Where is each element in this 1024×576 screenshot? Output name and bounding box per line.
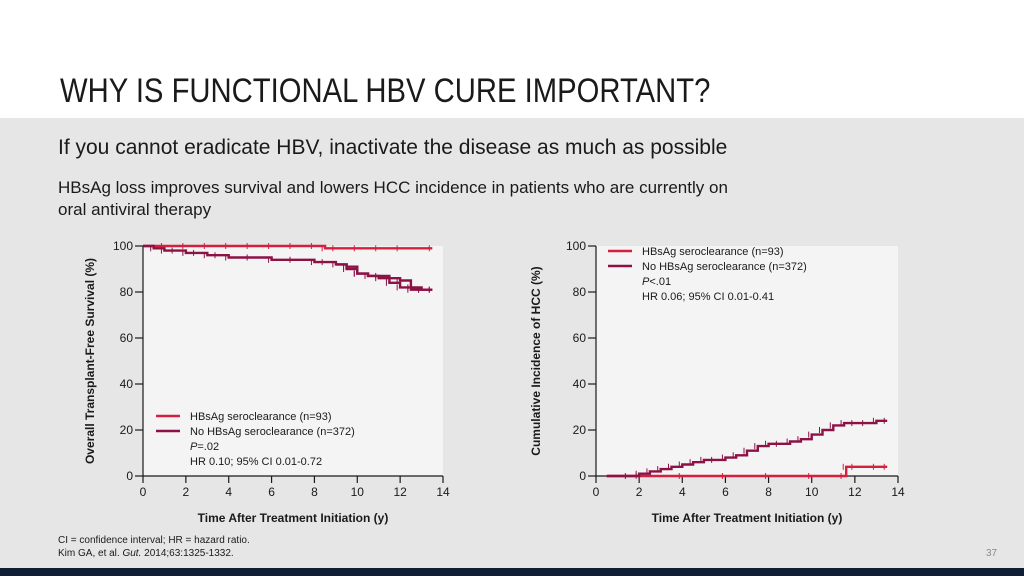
footnote-abbreviations: CI = confidence interval; HR = hazard ra… [58,535,250,546]
chart1-x-tick-label: 4 [225,485,232,499]
chart1-legend-hazard-ratio: HR 0.10; 95% CI 0.01-0.72 [190,456,322,468]
citation-details: 2014;63:1325-1332. [141,548,234,559]
chart2-legend-p-value: P<.01 [642,276,671,288]
chart1-x-tick-label: 8 [311,485,318,499]
chart1-y-axis-title: Overall Transplant-Free Survival (%) [83,258,97,464]
chart1-p-number: =.02 [197,441,219,453]
page-title: WHY IS FUNCTIONAL HBV CURE IMPORTANT? [60,72,711,110]
chart2-x-tick-label: 8 [765,485,772,499]
chart2-y-tick-label: 20 [573,423,587,437]
chart2-x-tick-label: 14 [891,485,905,499]
chart1-series-line-1 [143,244,433,250]
chart2-x-tick-label: 10 [805,485,819,499]
chart2-x-tick-label: 0 [593,485,600,499]
page-number: 37 [986,548,998,559]
chart2-y-tick-label: 60 [573,331,587,345]
chart2-y-tick-label: 40 [573,377,587,391]
chart1-x-tick-label: 6 [268,485,275,499]
chart2-x-tick-label: 6 [722,485,729,499]
footer-bar [0,568,1024,576]
slide-subtitle: If you cannot eradicate HBV, inactivate … [58,136,728,159]
chart1-legend-entry-2: No HBsAg seroclearance (n=372) [190,426,355,438]
chart1-p-label: P [190,441,198,453]
chart1-y-tick-label: 80 [120,285,134,299]
chart1-x-axis-title: Time After Treatment Initiation (y) [198,511,389,525]
footnote-citation: Kim GA, et al. Gut. 2014;63:1325-1332. [58,547,250,560]
chart2-x-tick-label: 4 [679,485,686,499]
chart2-x-axis-title: Time After Treatment Initiation (y) [652,511,843,525]
chart2-x-tick-label: 2 [636,485,643,499]
chart1-y-tick-label: 100 [113,239,133,253]
chart1-plot-area [143,246,443,476]
chart2-legend-entry-2: No HBsAg seroclearance (n=372) [642,261,807,273]
chart2-series-line-1 [606,465,888,478]
chart1-x-tick-label: 12 [393,485,407,499]
chart1-y-tick-label: 0 [126,469,133,483]
chart2-legend-hazard-ratio: HR 0.06; 95% CI 0.01-0.41 [642,291,774,303]
chart2-p-label: P [642,276,650,288]
chart1-x-tick-label: 10 [351,485,365,499]
chart2-legend-entry-1: HBsAg seroclearance (n=93) [642,246,784,258]
chart2-plot-area [596,246,898,476]
citation-authors: Kim GA, et al. [58,548,123,559]
chart2-series-line-2 [606,419,888,478]
chart1-y-tick-label: 60 [120,331,134,345]
chart1-x-tick-label: 2 [183,485,190,499]
statement-line-1: HBsAg loss improves survival and lowers … [58,178,728,197]
chart1-legend-p-value: P=.02 [190,441,219,453]
slide-statement: HBsAg loss improves survival and lowers … [58,177,838,221]
chart2-y-tick-label: 80 [573,285,587,299]
chart2-y-tick-label: 0 [579,469,586,483]
chart1-x-tick-label: 14 [436,485,450,499]
chart1-series-line-2 [143,244,433,291]
footnote: CI = confidence interval; HR = hazard ra… [58,534,250,560]
citation-journal: Gut. [122,548,142,559]
chart1-y-tick-label: 20 [120,423,134,437]
chart1-y-tick-label: 40 [120,377,134,391]
chart2-y-tick-label: 100 [566,239,586,253]
title-bar: WHY IS FUNCTIONAL HBV CURE IMPORTANT? [0,0,1024,118]
chart2-y-axis-title: Cumulative Incidence of HCC (%) [529,266,543,455]
chart1-legend-entry-1: HBsAg seroclearance (n=93) [190,411,332,423]
statement-line-2: oral antiviral therapy [58,200,212,219]
chart2-p-number: <.01 [649,276,671,288]
chart1-x-tick-label: 0 [140,485,147,499]
chart2-x-tick-label: 12 [848,485,862,499]
chart1-series-line-3 [335,263,433,291]
